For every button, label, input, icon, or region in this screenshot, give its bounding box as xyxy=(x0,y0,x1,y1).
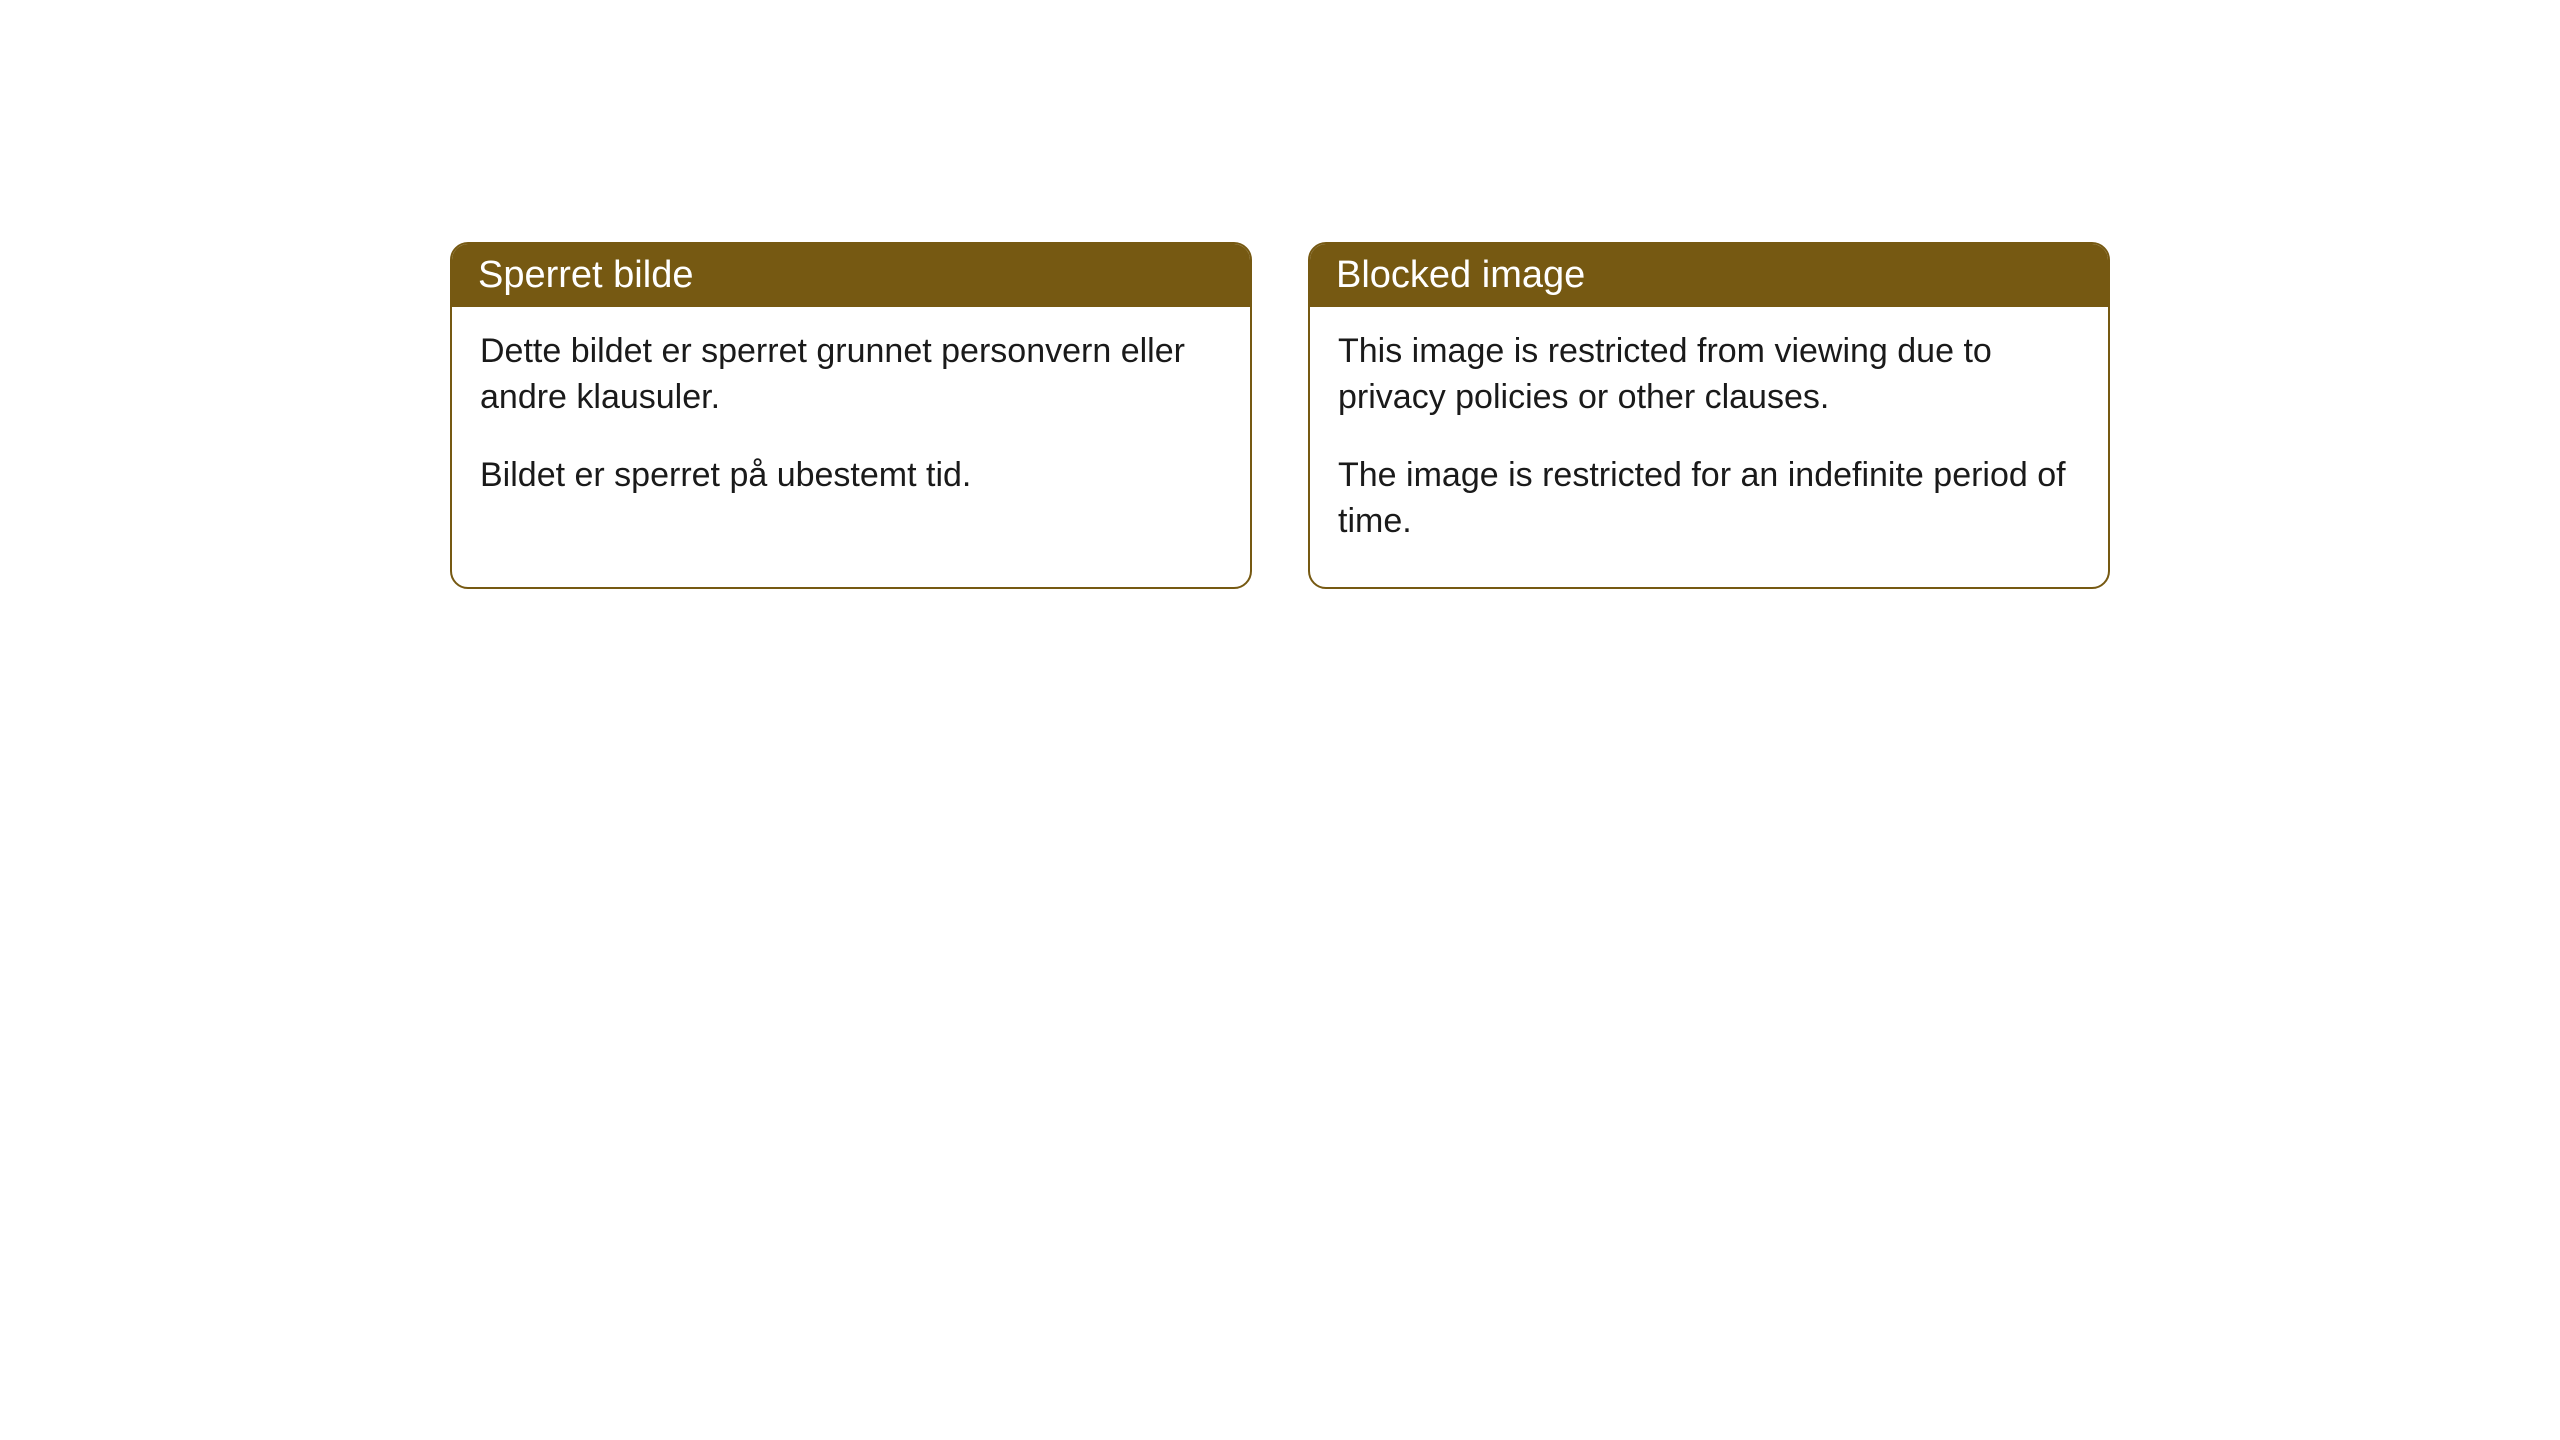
card-header-english: Blocked image xyxy=(1310,244,2108,307)
card-paragraph-1: Dette bildet er sperret grunnet personve… xyxy=(480,329,1222,421)
card-body-norwegian: Dette bildet er sperret grunnet personve… xyxy=(452,307,1250,541)
card-title: Sperret bilde xyxy=(478,254,693,296)
card-paragraph-2: Bildet er sperret på ubestemt tid. xyxy=(480,453,1222,499)
blocked-image-card-english: Blocked image This image is restricted f… xyxy=(1308,242,2110,589)
blocked-image-card-norwegian: Sperret bilde Dette bildet er sperret gr… xyxy=(450,242,1252,589)
card-title: Blocked image xyxy=(1336,254,1585,296)
card-paragraph-2: The image is restricted for an indefinit… xyxy=(1338,453,2080,545)
card-header-norwegian: Sperret bilde xyxy=(452,244,1250,307)
notice-cards-container: Sperret bilde Dette bildet er sperret gr… xyxy=(450,242,2110,589)
card-paragraph-1: This image is restricted from viewing du… xyxy=(1338,329,2080,421)
card-body-english: This image is restricted from viewing du… xyxy=(1310,307,2108,587)
